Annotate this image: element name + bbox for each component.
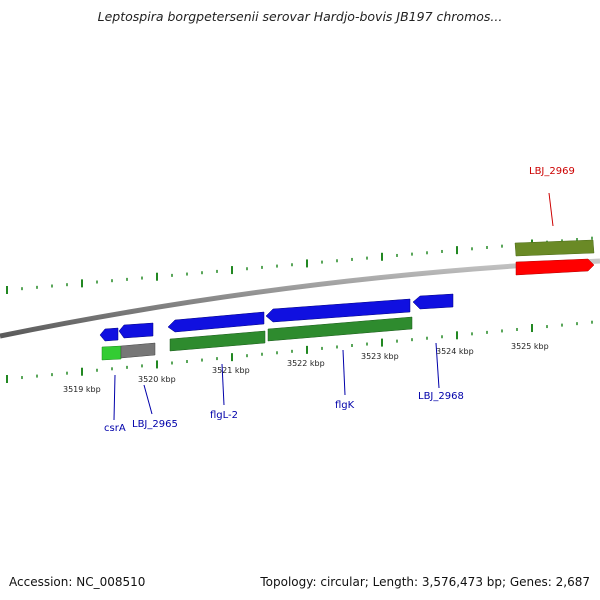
kbp-label: 3520 kbp [138, 375, 176, 384]
upper-tick-track [6, 236, 593, 294]
kbp-label: 3524 kbp [436, 347, 474, 356]
leader-LBJ_2969 [548, 192, 554, 227]
leader-LBJ_2965 [143, 384, 153, 415]
kbp-label: 3523 kbp [361, 352, 399, 361]
kbp-label: 3525 kbp [511, 342, 549, 351]
cds-flgL-2[interactable] [167, 311, 265, 333]
cds-LBJ_2968[interactable] [412, 293, 454, 310]
gene-csrA[interactable] [101, 345, 122, 361]
leader-csrA [113, 374, 116, 421]
gene-flgL-2[interactable] [169, 330, 266, 352]
gene-flgK[interactable] [267, 316, 413, 342]
gene-label-LBJ_2965[interactable]: LBJ_2965 [132, 419, 178, 430]
gene-LBJ_2965[interactable] [120, 342, 156, 359]
leader-flgL-2 [221, 363, 225, 406]
map-title: Leptospira borgpetersenii serovar Hardjo… [97, 9, 503, 24]
gene-label-LBJ_2969[interactable]: LBJ_2969 [529, 166, 575, 177]
gene-label-flgK[interactable]: flgK [335, 400, 355, 411]
accession-text: Accession: NC_008510 [9, 575, 146, 589]
genome-stats-text: Topology: circular; Length: 3,576,473 bp… [260, 575, 590, 589]
feature-LBJ_2969-cds[interactable] [515, 258, 595, 276]
cds-csrA[interactable] [99, 327, 119, 342]
leader-flgK [342, 349, 346, 396]
gene-label-csrA[interactable]: csrA [104, 423, 126, 434]
kbp-label: 3519 kbp [63, 385, 101, 394]
chromosome-backbone [0, 258, 600, 339]
cds-LBJ_2965[interactable] [118, 322, 154, 339]
feature-LBJ_2969-pseudo[interactable] [514, 239, 595, 257]
kbp-label: 3521 kbp [212, 366, 250, 375]
cds-flgK[interactable] [265, 298, 411, 323]
kbp-label: 3522 kbp [287, 359, 325, 368]
lower-tick-track [6, 320, 593, 383]
leader-LBJ_2968 [435, 342, 440, 389]
gene-label-LBJ_2968[interactable]: LBJ_2968 [418, 391, 464, 402]
gene-label-flgL-2[interactable]: flgL-2 [210, 410, 238, 421]
